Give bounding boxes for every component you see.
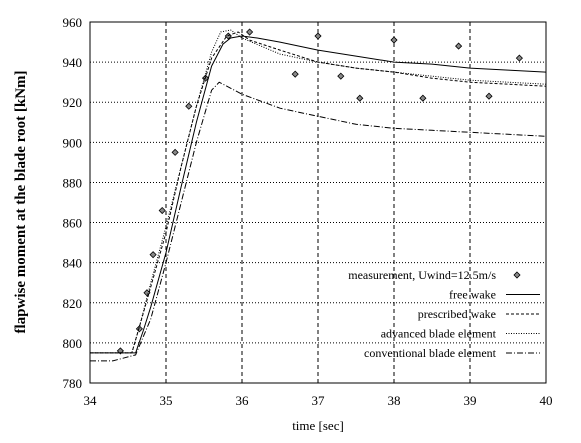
measurement-point [314,32,322,40]
measurement-point [390,36,398,44]
measurement-point [158,206,166,215]
x-tick-label: 39 [464,393,477,408]
measurement-point [171,148,179,156]
y-tick-label: 940 [63,55,83,70]
y-tick-label: 960 [63,15,83,30]
series-line-advanced-blade-element [90,29,547,354]
series-line-conventional-blade-element [90,81,547,362]
legend-label: prescribed wake [418,307,496,321]
measurement-point [337,72,345,80]
axis-ticks: 34 35 36 37 38 39 40 780 800 820 840 860 880 900 920 94… [63,15,553,408]
x-tick-label: 34 [84,393,98,408]
measurement-point [149,251,157,259]
y-tick-label: 800 [63,336,83,351]
plot-area [90,28,547,362]
legend-label: free wake [449,288,496,302]
measurement-point [455,42,463,50]
measurement-point [143,289,151,297]
measurement-point [246,28,254,36]
measurement-point [485,92,493,100]
y-tick-label: 840 [63,256,83,271]
series-line-free-wake [90,35,547,354]
y-tick-label: 880 [63,175,83,190]
legend: measurement, Uwind=12.5m/s free wake presc… [348,268,540,360]
x-tick-label: 38 [388,393,401,408]
y-tick-label: 900 [63,135,83,150]
legend-label: advanced blade element [381,327,497,341]
y-axis-label: flapwise moment at the blade root [kNm] [13,70,29,333]
legend-label: measurement, Uwind=12.5m/s [348,268,496,282]
y-tick-label: 860 [63,216,83,231]
measurement-point [135,325,143,333]
x-tick-label: 36 [236,393,250,408]
measurement-point [419,94,427,102]
y-tick-label: 780 [63,376,83,391]
plot-frame [89,21,547,384]
measurement-point [185,102,193,110]
x-tick-label: 35 [160,393,173,408]
measurement-point [356,94,364,102]
y-tick-label: 920 [63,95,83,110]
legend-label: conventional blade element [364,346,497,360]
y-tick-label: 820 [63,296,83,311]
x-axis-label: time [sec] [292,418,344,433]
series-line-prescribed-wake [90,31,547,354]
measurement-point [291,70,299,78]
x-tick-label: 40 [540,393,553,408]
measurement-point [515,54,523,62]
x-tick-label: 37 [312,393,326,408]
legend-marker [513,271,521,279]
